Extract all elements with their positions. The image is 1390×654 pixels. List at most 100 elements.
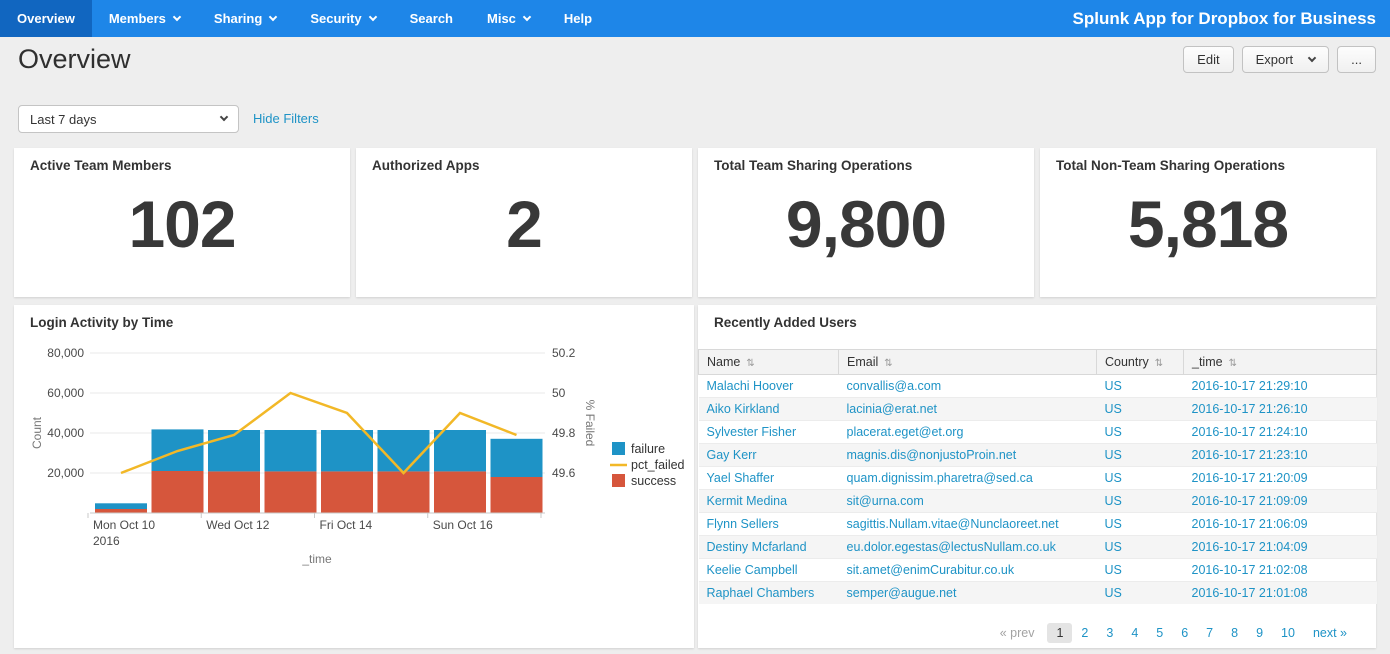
user-name-link[interactable]: Flynn Sellers bbox=[706, 517, 779, 531]
user-email-link[interactable]: semper@augue.net bbox=[846, 586, 957, 600]
user-country-link[interactable]: US bbox=[1104, 402, 1122, 416]
user-name-link[interactable]: Malachi Hoover bbox=[706, 379, 794, 393]
page-button[interactable]: 6 bbox=[1181, 626, 1189, 640]
chevron-down-icon bbox=[1307, 53, 1317, 62]
left-axis-tick: 40,000 bbox=[47, 426, 84, 440]
page-button[interactable]: 9 bbox=[1256, 626, 1264, 640]
bar-success bbox=[151, 471, 204, 513]
table-row: Aiko Kirkland lacinia@erat.net US 2016-10-1… bbox=[698, 397, 1377, 421]
user-time-link[interactable]: 2016-10-17 21:23:10 bbox=[1191, 448, 1308, 462]
user-country-link[interactable]: US bbox=[1104, 379, 1122, 393]
nav-item-members[interactable]: Members bbox=[92, 0, 197, 37]
nav-item-overview[interactable]: Overview bbox=[0, 0, 92, 37]
user-time-link[interactable]: 2016-10-17 21:02:08 bbox=[1191, 563, 1308, 577]
more-actions-button[interactable]: ... bbox=[1337, 46, 1376, 73]
user-email-link[interactable]: quam.dignissim.pharetra@sed.ca bbox=[846, 471, 1033, 485]
chevron-down-icon bbox=[269, 12, 278, 21]
nav-item-label: Security bbox=[310, 11, 362, 26]
page-button[interactable]: 10 bbox=[1281, 626, 1295, 640]
left-axis-tick: 60,000 bbox=[47, 386, 84, 400]
nav-item-security[interactable]: Security bbox=[293, 0, 392, 37]
edit-button[interactable]: Edit bbox=[1183, 46, 1234, 73]
bar-failure bbox=[321, 430, 373, 472]
left-axis-tick: 80,000 bbox=[47, 346, 84, 360]
user-name-link[interactable]: Destiny Mcfarland bbox=[706, 540, 807, 554]
user-name-link[interactable]: Raphael Chambers bbox=[706, 586, 815, 600]
user-name-link[interactable]: Yael Shaffer bbox=[706, 471, 775, 485]
nav-item-sharing[interactable]: Sharing bbox=[197, 0, 293, 37]
bar-failure bbox=[264, 430, 317, 472]
user-time-link[interactable]: 2016-10-17 21:24:10 bbox=[1191, 425, 1308, 439]
nav-item-help[interactable]: Help bbox=[547, 0, 609, 37]
user-name-link[interactable]: Sylvester Fisher bbox=[706, 425, 797, 439]
user-email-link[interactable]: eu.dolor.egestas@lectusNullam.co.uk bbox=[846, 540, 1056, 554]
user-country-link[interactable]: US bbox=[1104, 471, 1122, 485]
user-time-link[interactable]: 2016-10-17 21:04:09 bbox=[1191, 540, 1308, 554]
recently-added-users-panel: Recently Added Users Name ⇅ Email ⇅ Countr… bbox=[698, 305, 1377, 648]
page-button-current[interactable]: 1 bbox=[1047, 623, 1073, 643]
x-axis-tick-label: Wed Oct 12 bbox=[206, 518, 269, 532]
user-name-link[interactable]: Keelie Campbell bbox=[706, 563, 798, 577]
column-header-country[interactable]: Country ⇅ bbox=[1096, 349, 1184, 375]
user-email-link[interactable]: lacinia@erat.net bbox=[846, 402, 938, 416]
user-time-link[interactable]: 2016-10-17 21:06:09 bbox=[1191, 517, 1308, 531]
user-country-link[interactable]: US bbox=[1104, 586, 1122, 600]
table-row: Sylvester Fisher placerat.eget@et.org US 20… bbox=[698, 420, 1377, 444]
x-axis-tick-label: Fri Oct 14 bbox=[320, 518, 373, 532]
user-country-link[interactable]: US bbox=[1104, 425, 1122, 439]
user-time-link[interactable]: 2016-10-17 21:20:09 bbox=[1191, 471, 1308, 485]
table-row: Yael Shaffer quam.dignissim.pharetra@sed.… bbox=[698, 466, 1377, 490]
user-time-link[interactable]: 2016-10-17 21:09:09 bbox=[1191, 494, 1308, 508]
table-cell: magnis.dis@nonjustoProin.net bbox=[838, 443, 1097, 467]
user-country-link[interactable]: US bbox=[1104, 448, 1122, 462]
kpi-value: 102 bbox=[128, 187, 236, 261]
page-button[interactable]: 4 bbox=[1131, 626, 1139, 640]
user-time-link[interactable]: 2016-10-17 21:29:10 bbox=[1191, 379, 1308, 393]
user-country-link[interactable]: US bbox=[1104, 494, 1122, 508]
prev-page-button[interactable]: « prev bbox=[999, 626, 1035, 640]
nav-item-misc[interactable]: Misc bbox=[470, 0, 547, 37]
user-email-link[interactable]: sit.amet@enimCurabitur.co.uk bbox=[846, 563, 1015, 577]
right-axis-title: % Failed bbox=[583, 400, 597, 447]
user-email-link[interactable]: magnis.dis@nonjustoProin.net bbox=[846, 448, 1017, 462]
page-button[interactable]: 3 bbox=[1106, 626, 1114, 640]
table-cell: 2016-10-17 21:20:09 bbox=[1183, 466, 1377, 490]
table-cell: US bbox=[1096, 466, 1184, 490]
user-name-link[interactable]: Gay Kerr bbox=[706, 448, 757, 462]
user-email-link[interactable]: sagittis.Nullam.vitae@Nunclaoreet.net bbox=[846, 517, 1059, 531]
hide-filters-link[interactable]: Hide Filters bbox=[253, 111, 319, 126]
nav-item-search[interactable]: Search bbox=[393, 0, 470, 37]
column-header-name[interactable]: Name ⇅ bbox=[698, 349, 839, 375]
user-country-link[interactable]: US bbox=[1104, 563, 1122, 577]
user-time-link[interactable]: 2016-10-17 21:01:08 bbox=[1191, 586, 1308, 600]
user-time-link[interactable]: 2016-10-17 21:26:10 bbox=[1191, 402, 1308, 416]
column-header-email[interactable]: Email ⇅ bbox=[838, 349, 1097, 375]
table-cell: Flynn Sellers bbox=[698, 512, 839, 536]
page-button[interactable]: 5 bbox=[1156, 626, 1164, 640]
user-country-link[interactable]: US bbox=[1104, 540, 1122, 554]
right-axis-tick: 50.2 bbox=[552, 346, 576, 360]
table-header-row: Name ⇅ Email ⇅ Country ⇅ _time ⇅ bbox=[698, 349, 1377, 375]
user-email-link[interactable]: sit@urna.com bbox=[846, 494, 924, 508]
user-country-link[interactable]: US bbox=[1104, 517, 1122, 531]
export-button[interactable]: Export bbox=[1241, 46, 1330, 73]
page-button[interactable]: 8 bbox=[1231, 626, 1239, 640]
user-name-link[interactable]: Kermit Medina bbox=[706, 494, 788, 508]
next-page-button[interactable]: next » bbox=[1312, 626, 1347, 640]
page-button[interactable]: 7 bbox=[1206, 626, 1214, 640]
user-email-link[interactable]: placerat.eget@et.org bbox=[846, 425, 964, 439]
user-name-link[interactable]: Aiko Kirkland bbox=[706, 402, 780, 416]
x-axis-tick-label: Sun Oct 16 bbox=[433, 518, 493, 532]
chevron-down-icon bbox=[522, 12, 532, 21]
bar-failure bbox=[208, 430, 260, 472]
table-cell: US bbox=[1096, 420, 1184, 444]
column-header-time[interactable]: _time ⇅ bbox=[1183, 349, 1377, 375]
page-button[interactable]: 2 bbox=[1081, 626, 1089, 640]
user-email-link[interactable]: convallis@a.com bbox=[846, 379, 942, 393]
time-range-select[interactable]: Last 7 days bbox=[18, 105, 239, 133]
right-axis-tick: 49.8 bbox=[552, 426, 576, 440]
page-title: Overview bbox=[18, 44, 131, 74]
table-cell: 2016-10-17 21:02:08 bbox=[1183, 558, 1377, 582]
table-cell: 2016-10-17 21:01:08 bbox=[1183, 581, 1377, 604]
